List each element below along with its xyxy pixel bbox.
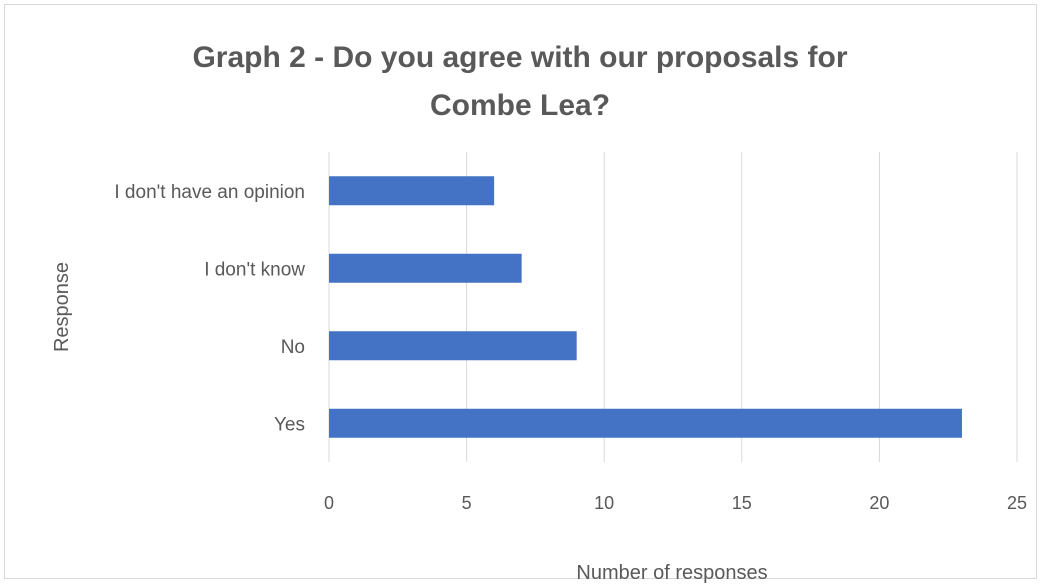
x-axis-title: Number of responses	[576, 562, 767, 584]
bar-no	[329, 331, 577, 361]
chart-frame	[4, 4, 1037, 579]
category-label: No	[281, 337, 305, 358]
x-tick-labels: 0 5 10 15 20 25	[324, 493, 1027, 513]
bar-i-don-t-have-an-opinion	[329, 176, 495, 206]
chart-title: Graph 2 - Do you agree with our proposal…	[170, 34, 870, 130]
category-label: I don't know	[204, 259, 305, 280]
x-tick-label: 10	[594, 493, 614, 513]
x-tick-label: 15	[732, 493, 752, 513]
chart-title-line-2: Combe Lea?	[429, 89, 611, 122]
category-label: Yes	[274, 414, 305, 435]
chart-title-line-1: Graph 2 - Do you agree with our proposal…	[192, 41, 848, 74]
category-label: I don't have an opinion	[114, 182, 305, 203]
bar-i-don-t-know	[329, 253, 522, 283]
y-axis-title: Response	[51, 262, 73, 352]
bars	[329, 176, 962, 438]
x-tick-label: 0	[324, 493, 334, 513]
x-tick-label: 25	[1007, 493, 1027, 513]
bar-yes	[329, 408, 962, 438]
x-tick-label: 20	[869, 493, 889, 513]
category-labels: I don't have an opinion I don't know No Yes	[114, 182, 305, 436]
x-tick-label: 5	[462, 493, 472, 513]
